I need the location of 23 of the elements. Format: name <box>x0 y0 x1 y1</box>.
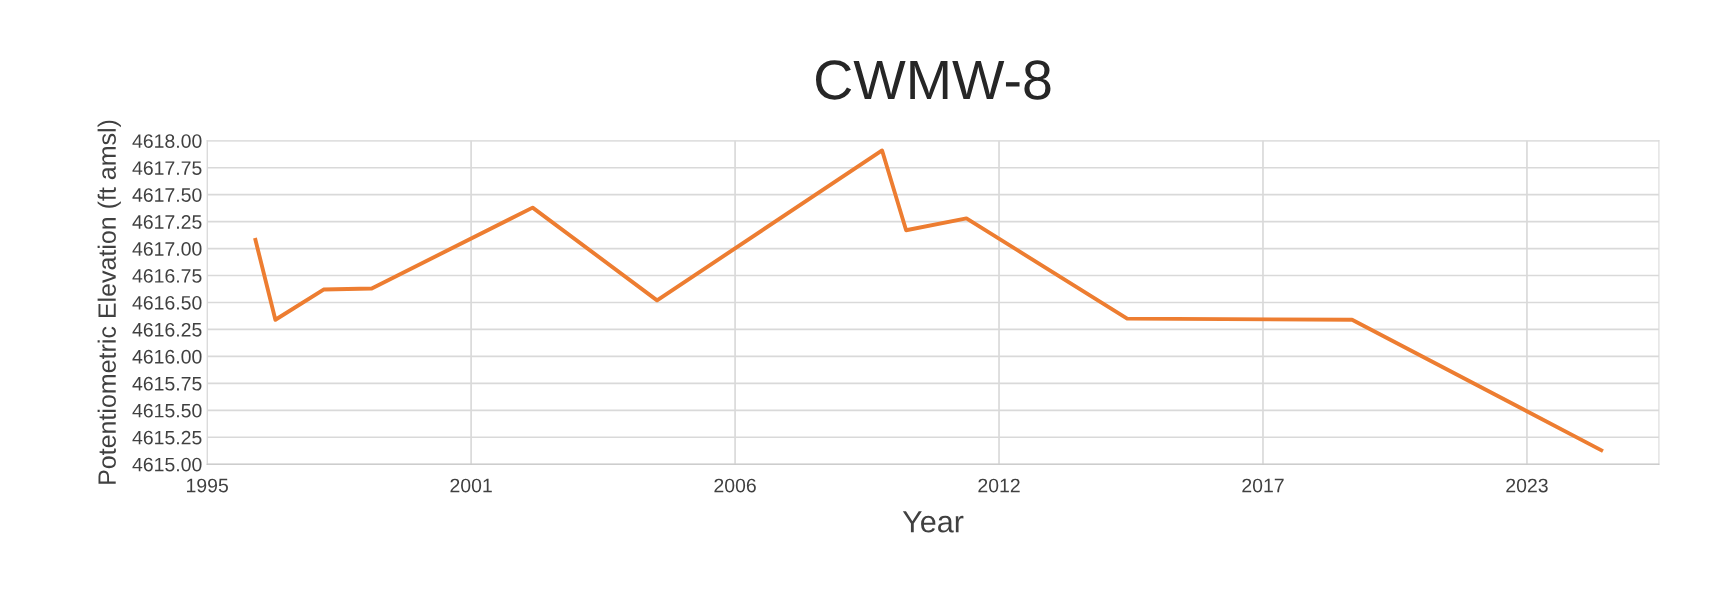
line-series <box>253 148 1604 453</box>
y-tick-label: 4616.25 <box>132 322 202 337</box>
y-tick-label: 4617.25 <box>132 215 202 229</box>
x-tick-label: 2012 <box>978 478 1020 493</box>
y-tick-label: 4616.75 <box>132 269 202 283</box>
x-tick-label: 2006 <box>714 478 756 493</box>
y-tick-label: 4615.00 <box>132 457 202 472</box>
y-tick-label: 4616.00 <box>132 349 202 364</box>
x-axis-title: Year <box>902 511 964 533</box>
y-tick-label: 4617.75 <box>132 161 202 175</box>
y-tick-label: 4615.50 <box>132 403 202 418</box>
y-tick-label: 4615.25 <box>132 430 202 445</box>
x-tick-label: 1995 <box>187 478 228 493</box>
chart-title: CWMW-8 <box>816 60 1051 100</box>
x-tick-label: 2017 <box>1242 478 1284 493</box>
y-axis-title: Potentiometric Elevation (ft amsl) <box>97 120 121 484</box>
x-tick-label: 2023 <box>1506 478 1548 493</box>
y-tick-label: 4618.00 <box>132 134 202 148</box>
y-tick-label: 4615.75 <box>132 376 202 391</box>
y-tick-label: 4616.50 <box>132 295 202 310</box>
x-tick-label: 2001 <box>450 478 492 493</box>
y-tick-label: 4617.00 <box>132 242 202 256</box>
y-tick-label: 4617.50 <box>132 188 202 202</box>
